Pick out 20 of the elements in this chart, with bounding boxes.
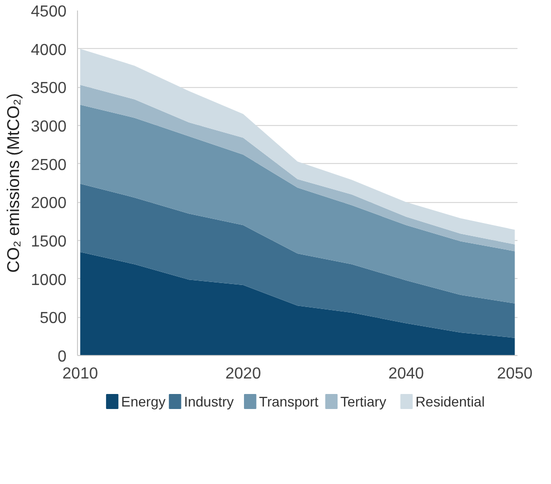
x-tick-label: 2010 (62, 366, 98, 382)
legend-label: Residential (415, 394, 485, 410)
y-tick-label: 3500 (30, 80, 67, 98)
x-tick-label: 2020 (225, 366, 262, 382)
y-tick-label: 2500 (30, 156, 67, 174)
legend-label: Transport (259, 394, 319, 410)
y-tick-label: 1500 (30, 234, 67, 250)
legend-label: Industry (184, 394, 234, 410)
legend-label: Tertiary (340, 394, 386, 410)
x-tick-label: 2040 (388, 366, 424, 382)
y-tick-label: 2000 (30, 195, 67, 212)
x-tick-label: 2050 (496, 366, 533, 382)
y-tick-label: 4000 (30, 42, 67, 59)
y-axis-title: CO₂ emissions (MtCO₂) (4, 93, 23, 273)
y-tick-label: 3000 (30, 118, 67, 136)
y-tick-label: 1000 (30, 272, 67, 289)
y-tick-label: 500 (40, 310, 67, 328)
y-tick-label: 4500 (30, 4, 67, 20)
legend-label: Energy (121, 394, 166, 410)
y-tick-label: 0 (58, 348, 67, 366)
